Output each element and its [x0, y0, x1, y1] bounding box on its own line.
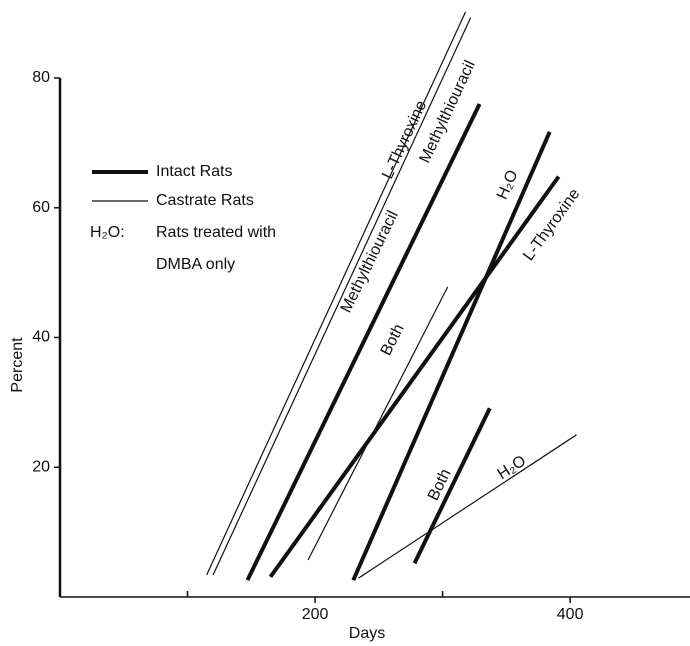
series-line: [412, 407, 492, 565]
series-label: Methylthiouracil: [338, 208, 402, 315]
series-line: [307, 286, 449, 561]
series-label: H₂O: [495, 452, 530, 483]
y-tick-label: 60: [32, 199, 50, 216]
legend-label: Intact Rats: [156, 163, 232, 180]
legend-label: Castrate Rats: [156, 192, 254, 209]
series-line: [245, 103, 482, 582]
series-line: [212, 17, 472, 576]
legend-note-text: DMBA only: [156, 256, 235, 273]
series-label: L-Thyroxine: [379, 98, 430, 182]
series-label: Both: [425, 466, 455, 503]
legend-note-key: H₂O:: [90, 224, 125, 241]
series-line: [358, 434, 577, 579]
legend-note-text: Rats treated with: [156, 224, 276, 241]
x-tick-label: 200: [302, 606, 329, 623]
y-tick-label: 80: [32, 69, 50, 86]
series-line: [206, 11, 467, 576]
series-label: H₂O: [494, 168, 522, 203]
series-line: [268, 175, 561, 579]
y-tick-label: 40: [32, 329, 50, 346]
x-tick-label: 400: [557, 606, 584, 623]
x-axis-label: Days: [349, 625, 385, 642]
y-tick-label: 20: [32, 458, 50, 475]
series-line: [351, 131, 552, 581]
series-label: Both: [378, 321, 408, 358]
y-axis-label: Percent: [9, 337, 26, 393]
series-label: L-Thyroxine: [520, 186, 583, 264]
